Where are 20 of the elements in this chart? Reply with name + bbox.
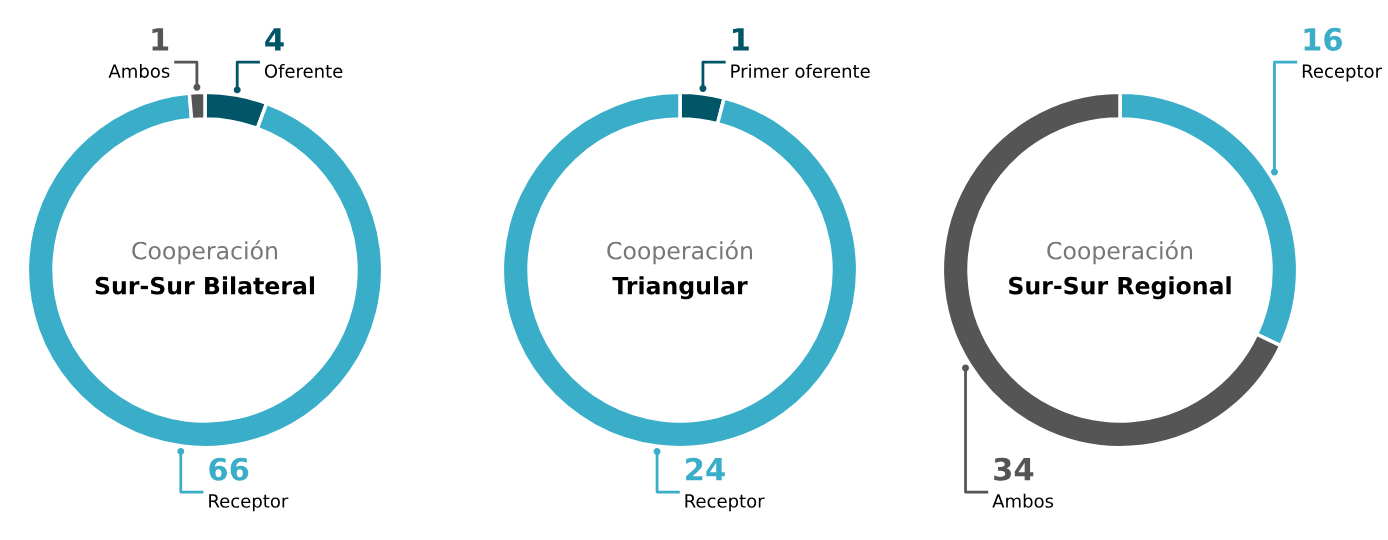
- slice-label: Ambos: [992, 493, 1054, 508]
- slice-label: Primer oferente: [731, 63, 870, 78]
- slice-label: Oferente: [264, 63, 343, 78]
- text: Cooperación: [132, 240, 277, 265]
- data-label: 1: [152, 28, 169, 51]
- text: Sur-Sur Regional: [1009, 276, 1231, 300]
- text: Sur-Sur Bilateral: [95, 276, 315, 295]
- slice-label: Receptor: [1302, 64, 1383, 82]
- data-label: 24: [686, 457, 725, 481]
- data-label: 34: [994, 457, 1034, 481]
- data-label: 4: [265, 28, 284, 51]
- text: Cooperación: [1047, 240, 1192, 265]
- data-label: 66: [209, 457, 249, 481]
- slice-label: Receptor: [209, 494, 289, 512]
- data-label: 16: [1304, 27, 1342, 51]
- text: Cooperación: [607, 240, 752, 265]
- slice-label: Receptor: [685, 494, 765, 512]
- slice-label: Ambos: [108, 63, 170, 78]
- text: Triangular: [612, 276, 748, 300]
- data-label: 1: [733, 28, 749, 51]
